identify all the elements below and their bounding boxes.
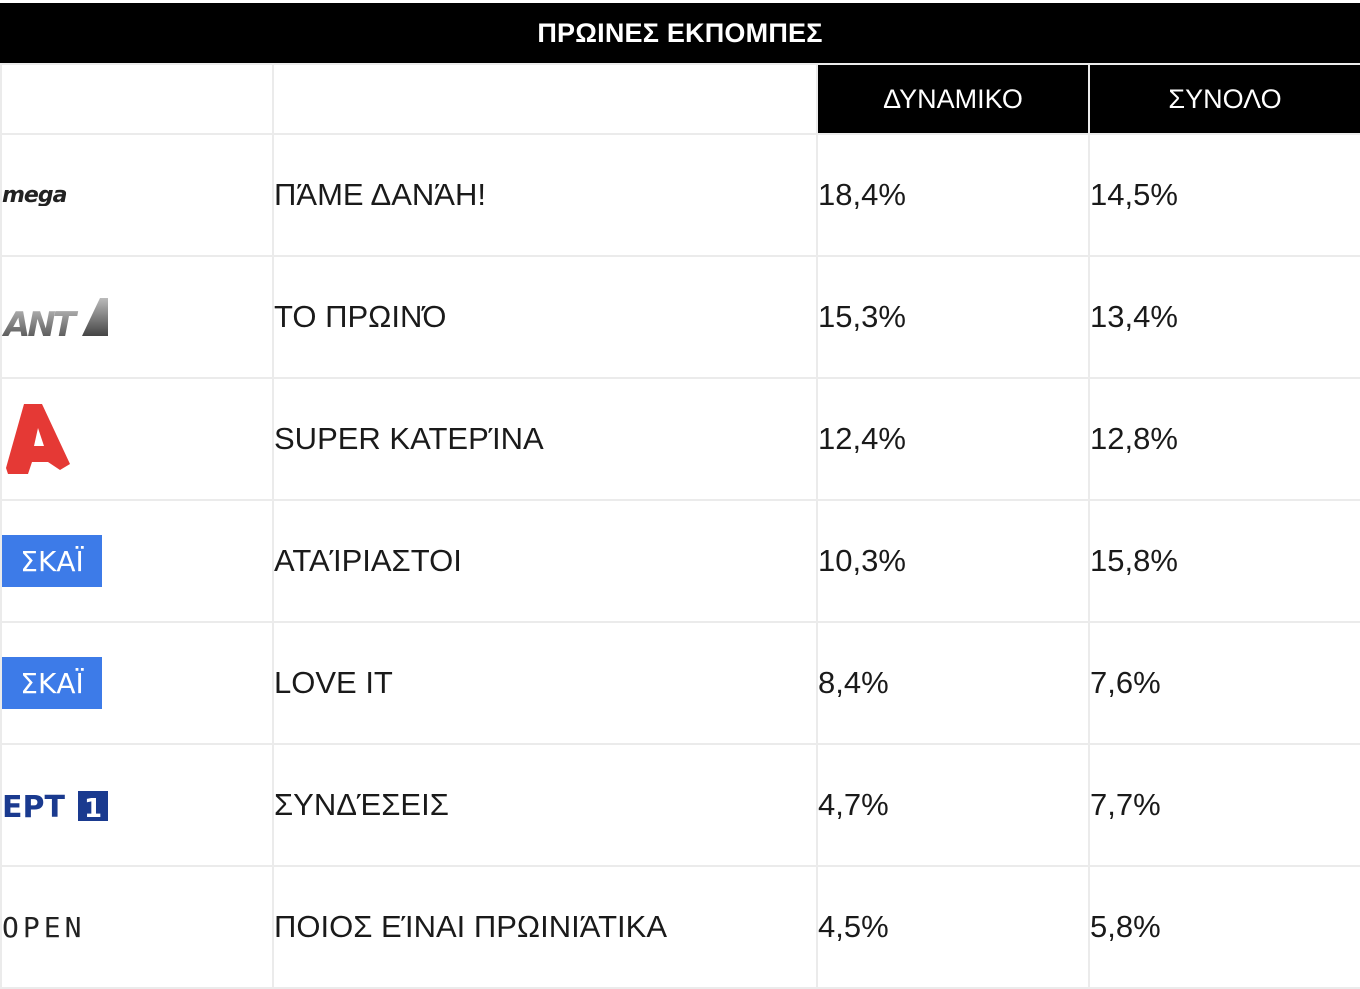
table-row: OPEN ΠΟΙΟΣ ΕΊΝΑΙ ΠΡΩΙΝΙΆΤΙΚΑ 4,5% 5,8% <box>0 865 1360 989</box>
channel-logo-cell: ANT <box>0 255 274 379</box>
show-name: LOVE IT <box>272 621 818 745</box>
show-name: SUPER ΚΑΤΕΡΊΝΑ <box>272 377 818 501</box>
skai-logo-icon: ΣΚΑΪ <box>2 657 102 709</box>
table-title: ΠΡΩΙΝΕΣ ΕΚΠΟΜΠΕΣ <box>0 3 1360 63</box>
channel-logo-cell: mega <box>0 133 274 257</box>
table-row: ANT ΤΟ ΠΡΩΙΝΌ 15,3% 13,4% <box>0 255 1360 379</box>
svg-text:ΕΡΤ: ΕΡΤ <box>2 790 65 822</box>
show-name: ΠΟΙΟΣ ΕΊΝΑΙ ΠΡΩΙΝΙΆΤΙΚΑ <box>272 865 818 989</box>
channel-logo-cell: OPEN <box>0 865 274 989</box>
svg-text:ΣΚΑΪ: ΣΚΑΪ <box>20 545 84 578</box>
dynamiko-column-header: ΔΥΝΑΜΙΚΟ <box>816 63 1090 135</box>
dynamiko-value: 12,4% <box>816 377 1090 501</box>
synolo-value: 14,5% <box>1088 133 1360 257</box>
svg-text:ANT: ANT <box>2 305 79 342</box>
svg-text:OPEN: OPEN <box>2 913 85 941</box>
dynamiko-value: 18,4% <box>816 133 1090 257</box>
skai-logo-icon: ΣΚΑΪ <box>2 535 102 587</box>
open-logo-icon: OPEN <box>2 913 110 941</box>
synolo-value: 12,8% <box>1088 377 1360 501</box>
synolo-column-header: ΣΥΝΟΛΟ <box>1088 63 1360 135</box>
channel-logo-cell <box>0 377 274 501</box>
table-row: ΕΡΤ 1 ΣΥΝΔΈΣΕΙΣ 4,7% 7,7% <box>0 743 1360 867</box>
logo-column-header <box>0 63 274 135</box>
dynamiko-value: 4,7% <box>816 743 1090 867</box>
channel-logo-cell: ΣΚΑΪ <box>0 621 274 745</box>
dynamiko-value: 8,4% <box>816 621 1090 745</box>
svg-text:1: 1 <box>84 794 102 822</box>
header-row: ΔΥΝΑΜΙΚΟ ΣΥΝΟΛΟ <box>0 63 1360 135</box>
svg-text:mega: mega <box>2 184 67 206</box>
table-row: SUPER ΚΑΤΕΡΊΝΑ 12,4% 12,8% <box>0 377 1360 501</box>
channel-logo-cell: ΣΚΑΪ <box>0 499 274 623</box>
table-row: ΣΚΑΪ LOVE IT 8,4% 7,6% <box>0 621 1360 745</box>
dynamiko-value: 10,3% <box>816 499 1090 623</box>
alpha-logo-icon <box>2 402 74 476</box>
show-name: ΣΥΝΔΈΣΕΙΣ <box>272 743 818 867</box>
dynamiko-value: 4,5% <box>816 865 1090 989</box>
show-name: ΠΆΜΕ ΔΑΝΆΗ! <box>272 133 818 257</box>
show-name: ΤΟ ΠΡΩΙΝΌ <box>272 255 818 379</box>
dynamiko-value: 15,3% <box>816 255 1090 379</box>
table-row: ΣΚΑΪ ΑΤΑΊΡΙΑΣΤΟΙ 10,3% 15,8% <box>0 499 1360 623</box>
svg-text:ΣΚΑΪ: ΣΚΑΪ <box>20 667 84 700</box>
synolo-value: 7,7% <box>1088 743 1360 867</box>
show-name: ΑΤΑΊΡΙΑΣΤΟΙ <box>272 499 818 623</box>
synolo-value: 15,8% <box>1088 499 1360 623</box>
show-column-header <box>272 63 818 135</box>
table-row: mega ΠΆΜΕ ΔΑΝΆΗ! 18,4% 14,5% <box>0 133 1360 257</box>
synolo-value: 5,8% <box>1088 865 1360 989</box>
synolo-value: 13,4% <box>1088 255 1360 379</box>
ant1-logo-icon: ANT <box>2 292 108 342</box>
mega-logo-icon: mega <box>2 184 114 206</box>
ert1-logo-icon: ΕΡΤ 1 <box>2 788 110 822</box>
synolo-value: 7,6% <box>1088 621 1360 745</box>
channel-logo-cell: ΕΡΤ 1 <box>0 743 274 867</box>
ratings-table: ΔΥΝΑΜΙΚΟ ΣΥΝΟΛΟ mega ΠΆΜΕ ΔΑΝΆΗ! 18,4% 14,… <box>0 63 1360 989</box>
